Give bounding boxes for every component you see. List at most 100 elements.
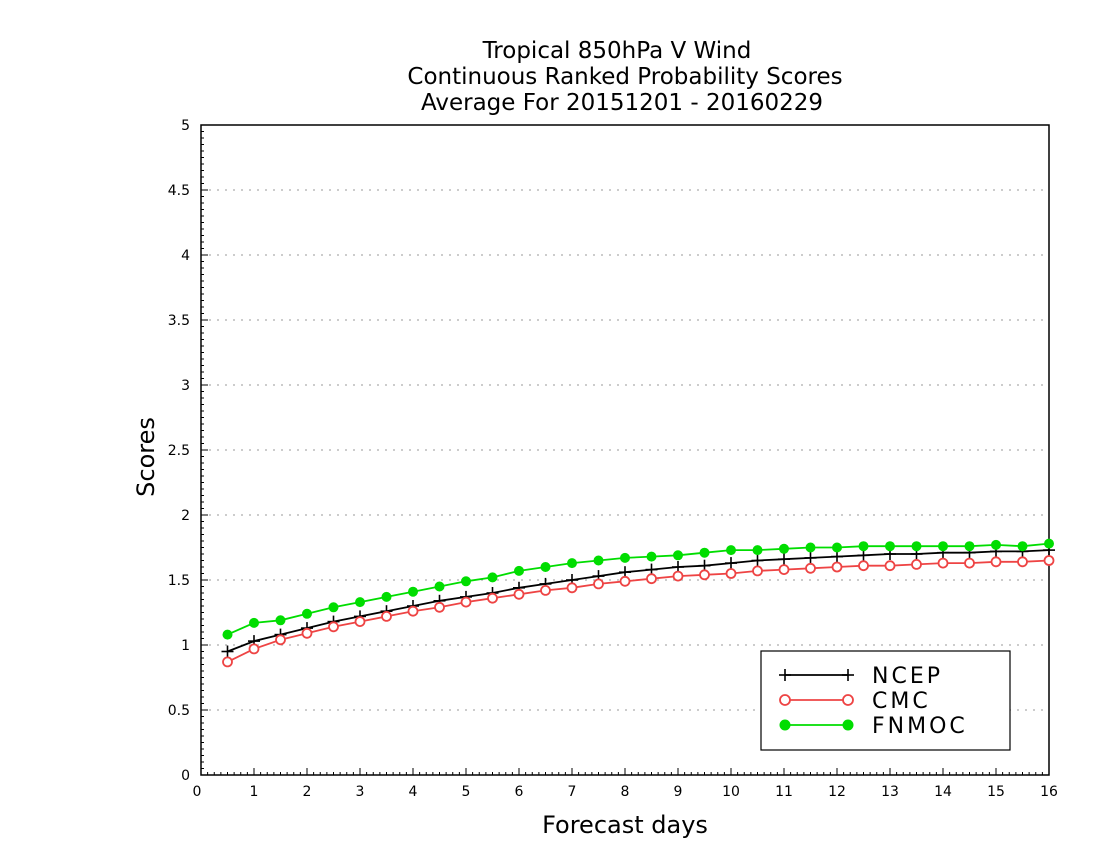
point-marker [779,719,791,731]
point-marker [434,581,445,592]
point-marker [938,541,948,552]
point-marker [831,561,843,573]
point-marker [990,556,1002,568]
point-marker [354,616,366,627]
x-tick-label: 2 [303,784,312,800]
point-marker [964,557,975,569]
y-axis-label: Scores [132,417,160,497]
series-line [227,542,1050,636]
point-marker [964,541,975,552]
point-marker [619,575,631,587]
chart-title: Tropical 850hPa V Wind Continuous Ranked… [407,38,842,116]
point-marker [248,643,260,655]
x-tick-label: 11 [775,784,793,800]
point-marker [1043,555,1055,566]
point-marker [726,545,736,556]
gridlines [201,189,1049,711]
x-tick-label: 9 [674,784,683,800]
point-marker [752,545,763,556]
point-marker [858,541,869,552]
legend-label: FNMOC [872,714,968,739]
point-marker [673,550,683,561]
point-marker [646,573,657,585]
point-marker [513,588,525,600]
point-marker [1044,538,1054,549]
point-marker [566,582,578,594]
point-marker [752,565,763,577]
x-tick-label: 13 [881,784,899,800]
point-marker [381,611,392,622]
point-marker [911,559,922,570]
point-marker [699,547,710,558]
series-fnmoc [222,538,1054,640]
point-marker [779,694,791,706]
y-tick-label: 3 [181,378,190,394]
point-marker [1017,556,1028,568]
y-tick-label: 4 [181,248,190,264]
point-marker [1017,541,1028,552]
point-marker [355,597,365,608]
x-tick-label: 8 [621,784,630,800]
data-series [221,538,1055,668]
point-marker [222,656,233,668]
point-marker [328,621,339,633]
series-cmc [222,555,1055,668]
legend-item-ncep: NCEP [779,664,943,689]
point-marker [249,617,259,628]
y-tick-label: 5 [181,118,190,134]
legend-item-fnmoc: FNMOC [779,714,968,739]
point-marker [593,555,604,566]
point-marker [991,539,1001,550]
x-tick-label: 10 [722,784,740,800]
legend-label: CMC [872,689,931,714]
point-marker [911,541,922,552]
point-marker [567,558,577,569]
point-marker [302,608,312,619]
point-marker [699,569,710,581]
point-marker [222,629,233,640]
series-ncep [221,544,1055,658]
point-marker [779,543,789,554]
chart-title-line-3: Average For 20151201 - 20160229 [421,90,823,116]
point-marker [381,591,392,602]
point-marker [461,576,471,587]
point-marker [408,586,418,597]
point-marker [593,578,604,590]
point-marker [275,615,286,626]
point-marker [646,551,657,562]
y-tick-label: 0.5 [168,703,190,719]
y-tick-label: 1.5 [168,573,190,589]
point-marker [832,542,842,553]
point-marker [514,565,524,576]
series-line [227,559,1050,663]
point-marker [620,552,630,563]
legend-item-cmc: CMC [779,689,931,714]
point-marker [885,541,895,552]
legend-label: NCEP [872,664,943,689]
point-marker [275,634,286,646]
point-marker [434,601,445,613]
point-marker [725,568,737,579]
point-marker [672,570,684,582]
point-marker [407,605,419,617]
y-tick-label: 1 [181,638,190,654]
chart-title-line-2: Continuous Ranked Probability Scores [407,64,842,90]
x-axis-label: Forecast days [542,811,708,839]
point-marker [884,560,896,572]
point-marker [778,564,790,575]
x-tick-labels: 0 1 2 3 4 5 6 7 8 9 10 11 12 13 14 15 16 [193,784,1058,800]
point-marker [842,694,854,706]
axis-ticks [200,124,1050,776]
y-tick-labels: 0 0.5 1 1.5 2 2.5 3 3.5 4 4.5 5 [168,118,190,784]
point-marker [460,596,472,608]
x-tick-label: 14 [934,784,952,800]
point-marker [540,585,551,596]
point-marker [858,560,869,572]
point-marker [937,557,949,569]
point-marker [487,592,498,604]
x-tick-label: 5 [462,784,471,800]
x-tick-label: 3 [356,784,365,800]
y-tick-label: 0 [181,768,190,784]
y-tick-label: 4.5 [168,183,190,199]
